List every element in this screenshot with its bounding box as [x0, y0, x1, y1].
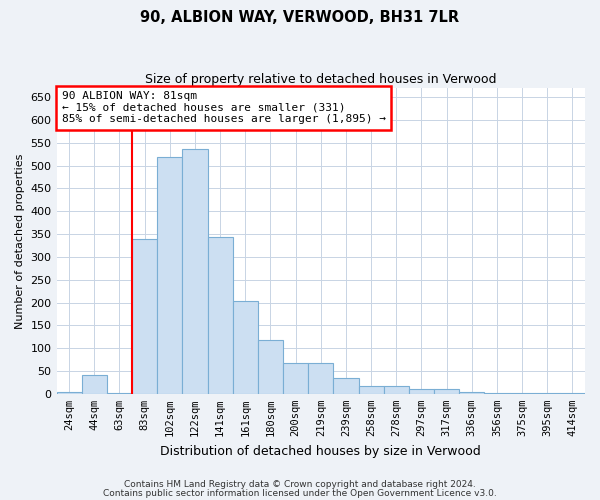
Bar: [459, 392, 484, 394]
Bar: [208, 237, 233, 394]
Bar: [157, 157, 182, 394]
Text: 90 ALBION WAY: 81sqm
← 15% of detached houses are smaller (331)
85% of semi-deta: 90 ALBION WAY: 81sqm ← 15% of detached h…: [62, 91, 386, 124]
Bar: [233, 300, 258, 394]
Title: Size of property relative to detached houses in Verwood: Size of property relative to detached ho…: [145, 72, 497, 86]
Bar: [308, 363, 334, 394]
Bar: [283, 363, 308, 394]
Bar: [409, 389, 434, 394]
X-axis label: Distribution of detached houses by size in Verwood: Distribution of detached houses by size …: [160, 444, 481, 458]
Bar: [82, 375, 107, 394]
Bar: [434, 389, 459, 394]
Bar: [258, 340, 283, 394]
Bar: [182, 148, 208, 394]
Text: Contains HM Land Registry data © Crown copyright and database right 2024.: Contains HM Land Registry data © Crown c…: [124, 480, 476, 489]
Bar: [107, 393, 132, 394]
Bar: [56, 392, 82, 394]
Bar: [132, 239, 157, 394]
Bar: [334, 378, 359, 394]
Text: 90, ALBION WAY, VERWOOD, BH31 7LR: 90, ALBION WAY, VERWOOD, BH31 7LR: [140, 10, 460, 25]
Bar: [383, 386, 409, 394]
Bar: [359, 386, 383, 394]
Y-axis label: Number of detached properties: Number of detached properties: [15, 153, 25, 328]
Text: Contains public sector information licensed under the Open Government Licence v3: Contains public sector information licen…: [103, 488, 497, 498]
